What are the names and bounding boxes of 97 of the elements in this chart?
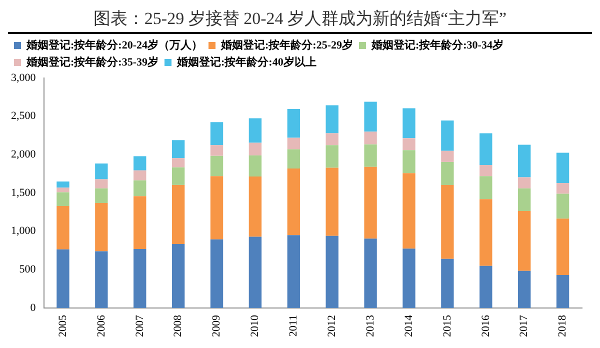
x-tick-label: 2015	[441, 314, 454, 337]
x-tick-label: 2005	[56, 314, 69, 337]
chart-title: 图表：25-29 岁接替 20-24 岁人群成为新的结婚“主力军”	[8, 8, 592, 34]
bar	[134, 170, 146, 180]
x-tick-label: 2017	[518, 314, 530, 337]
bar	[326, 105, 338, 134]
legend-label: 婚姻登记:按年龄分:40岁以上	[176, 55, 316, 68]
bar	[287, 138, 300, 150]
bar	[95, 179, 108, 188]
bar	[364, 102, 377, 132]
x-tick-label: 2016	[480, 314, 492, 337]
bar	[134, 156, 146, 170]
bar	[402, 108, 416, 138]
bar	[441, 162, 454, 185]
bar	[364, 238, 377, 308]
bar	[248, 155, 262, 177]
bar	[556, 152, 570, 184]
bar	[441, 150, 454, 162]
bar	[172, 158, 185, 168]
bar	[95, 163, 108, 180]
bar	[364, 166, 377, 239]
bar	[287, 235, 300, 308]
bar	[248, 176, 262, 237]
bar	[441, 258, 454, 308]
bar	[518, 270, 531, 308]
y-tick-label: 3,000	[11, 72, 36, 84]
bar	[556, 183, 570, 194]
y-tick-label: 1,000	[11, 225, 36, 238]
bar	[480, 133, 492, 166]
y-tick-label: 1,500	[11, 186, 36, 199]
bar	[556, 194, 570, 219]
bar	[56, 192, 70, 206]
bar	[556, 275, 570, 308]
bar	[172, 140, 185, 158]
y-tick-label: 2,500	[11, 110, 36, 122]
bar	[56, 182, 70, 188]
bar	[480, 165, 492, 176]
x-tick-label: 2012	[326, 315, 338, 337]
bar	[364, 132, 377, 144]
bar	[326, 236, 338, 308]
bar	[556, 218, 570, 276]
bar	[248, 118, 262, 143]
y-tick-label: 500	[19, 264, 36, 276]
bar	[480, 176, 492, 200]
bar	[402, 138, 416, 150]
x-tick-label: 2011	[288, 315, 300, 337]
bar	[480, 199, 492, 266]
x-tick-label: 2010	[249, 314, 262, 337]
bar	[518, 144, 531, 178]
bar	[441, 120, 454, 151]
bar	[210, 145, 224, 156]
x-tick-label: 2013	[364, 314, 376, 337]
bar	[326, 145, 338, 168]
bar	[134, 180, 146, 196]
legend-label: 婚姻登记:按年龄分:25-29岁	[220, 38, 353, 52]
bar	[56, 249, 70, 308]
y-tick-label: 2,000	[11, 148, 36, 161]
bar	[402, 248, 416, 308]
bar	[248, 236, 262, 308]
x-tick-label: 2018	[556, 314, 569, 337]
bar	[402, 150, 416, 174]
bar	[287, 149, 300, 168]
x-tick-label: 2009	[210, 314, 223, 337]
bar	[518, 177, 531, 188]
bar	[172, 244, 185, 308]
bar	[210, 176, 224, 240]
bar	[95, 202, 108, 252]
bar	[248, 142, 262, 156]
bar	[364, 144, 377, 167]
bar	[95, 251, 108, 308]
x-tick-label: 2006	[95, 314, 108, 337]
bar	[441, 184, 454, 259]
bar	[210, 239, 224, 308]
legend-label: 婚姻登记:按年龄分:35-39岁	[26, 55, 158, 68]
legend-label: 婚姻登记:按年龄分:20-24岁（万人）	[26, 38, 202, 52]
bar	[518, 211, 531, 271]
bar	[134, 248, 146, 308]
bar	[326, 168, 338, 236]
bar	[172, 167, 185, 185]
bar	[134, 196, 146, 249]
bar	[172, 184, 185, 244]
x-tick-label: 2014	[402, 314, 415, 337]
bar	[287, 109, 300, 138]
legend-label: 婚姻登记:按年龄分:30-34岁	[370, 38, 504, 52]
bar	[518, 188, 531, 212]
bar	[56, 206, 70, 250]
bar	[210, 122, 224, 146]
bar	[326, 133, 338, 146]
y-tick-label: 0	[30, 302, 36, 314]
x-tick-label: 2007	[134, 314, 146, 337]
bar	[95, 188, 108, 203]
bar	[287, 168, 300, 236]
bar	[402, 173, 416, 249]
bar	[210, 156, 224, 176]
bar	[480, 266, 492, 308]
bar	[56, 188, 70, 192]
x-tick-label: 2008	[172, 314, 184, 337]
